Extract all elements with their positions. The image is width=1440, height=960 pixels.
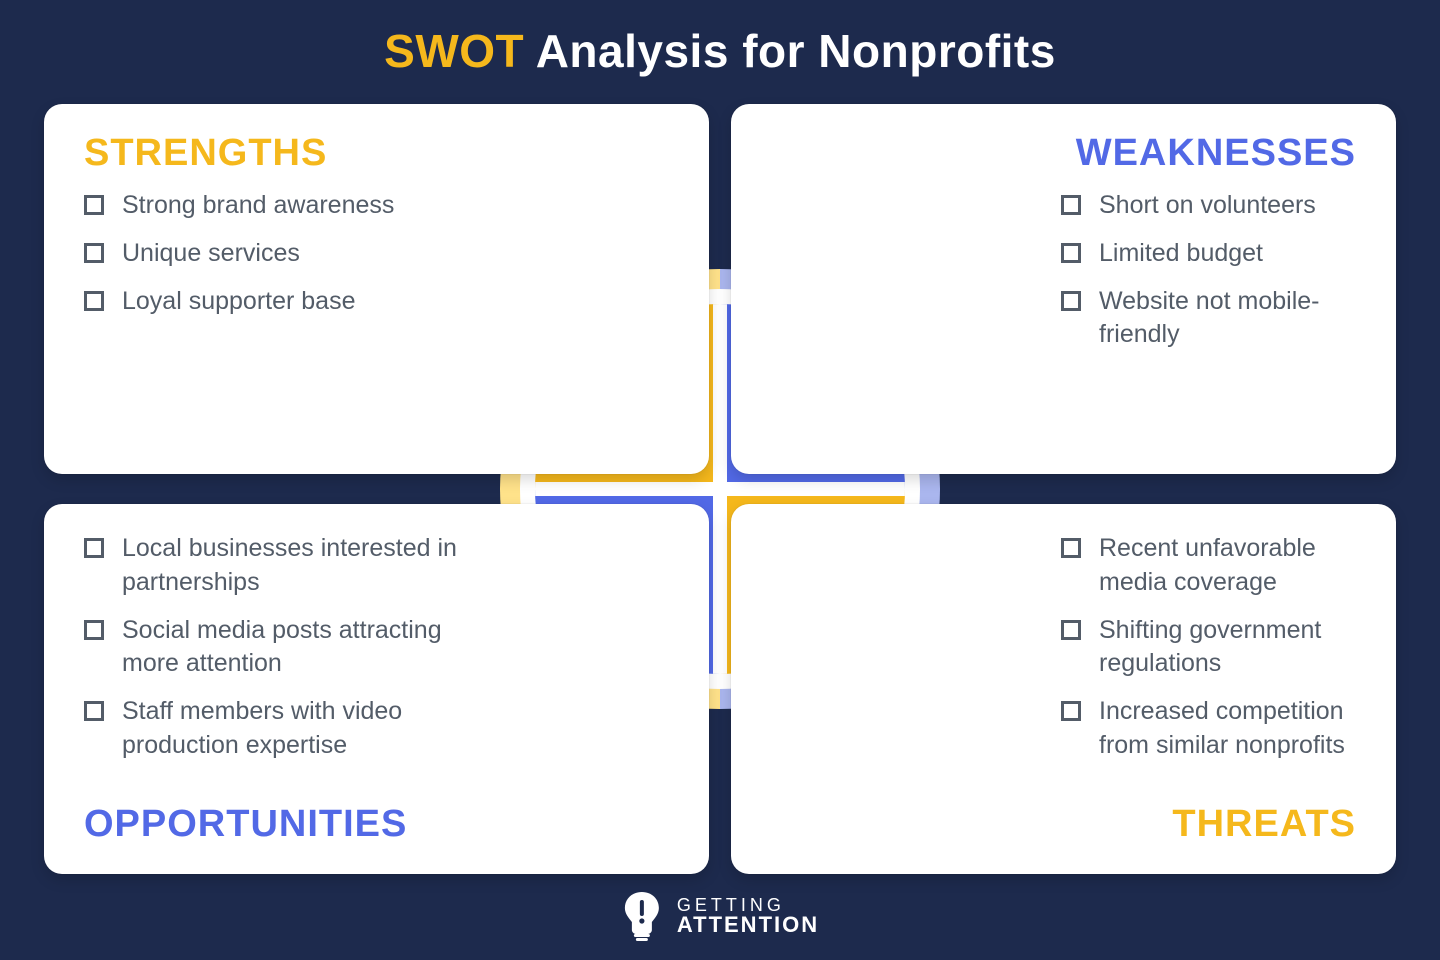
checkbox-icon: [84, 538, 104, 558]
item-text: Strong brand awareness: [122, 189, 394, 223]
list-item: Unique services: [84, 237, 669, 271]
card-opportunities: OPPORTUNITIES Local businesses intereste…: [44, 504, 709, 874]
checkbox-icon: [1061, 701, 1081, 721]
title-accent: SWOT: [384, 25, 524, 77]
checkbox-icon: [84, 701, 104, 721]
item-text: Shifting government regulations: [1099, 614, 1356, 682]
divider-horizontal: [535, 482, 905, 496]
checkbox-icon: [1061, 291, 1081, 311]
checkbox-icon: [1061, 195, 1081, 215]
list-opportunities: Local businesses interested in partnersh…: [84, 532, 669, 777]
checkbox-icon: [84, 195, 104, 215]
heading-strengths: STRENGTHS: [84, 132, 669, 175]
checkbox-icon: [1061, 243, 1081, 263]
item-text: Short on volunteers: [1099, 189, 1316, 223]
list-threats: Recent unfavorable media coverage Shifti…: [1061, 532, 1356, 777]
checkbox-icon: [84, 291, 104, 311]
list-item: Recent unfavorable media coverage: [1061, 532, 1356, 600]
list-item: Strong brand awareness: [84, 189, 669, 223]
page-title: SWOT Analysis for Nonprofits: [0, 0, 1440, 78]
card-strengths: STRENGTHS Strong brand awareness Unique …: [44, 104, 709, 474]
brand-text: GETTING ATTENTION: [677, 896, 819, 936]
card-threats: THREATS Recent unfavorable media coverag…: [731, 504, 1396, 874]
heading-weaknesses: WEAKNESSES: [771, 132, 1356, 175]
title-rest: Analysis for Nonprofits: [524, 25, 1056, 77]
swot-stage: S W O T STRENGTHS Strong brand awareness…: [44, 104, 1396, 874]
list-item: Increased competition from similar nonpr…: [1061, 695, 1356, 763]
checkbox-icon: [84, 620, 104, 640]
checkbox-icon: [84, 243, 104, 263]
list-item: Local businesses interested in partnersh…: [84, 532, 669, 600]
item-text: Website not mobile-friendly: [1099, 285, 1356, 353]
item-text: Staff members with video production expe…: [122, 695, 482, 763]
checkbox-icon: [1061, 620, 1081, 640]
item-text: Limited budget: [1099, 237, 1263, 271]
item-text: Increased competition from similar nonpr…: [1099, 695, 1356, 763]
list-item: Short on volunteers: [1061, 189, 1356, 223]
heading-threats: THREATS: [771, 803, 1356, 846]
checkbox-icon: [1061, 538, 1081, 558]
list-weaknesses: Short on volunteers Limited budget Websi…: [1061, 189, 1356, 352]
list-item: Website not mobile-friendly: [1061, 285, 1356, 353]
brand-line2: ATTENTION: [677, 914, 819, 936]
card-weaknesses: WEAKNESSES Short on volunteers Limited b…: [731, 104, 1396, 474]
list-item: Limited budget: [1061, 237, 1356, 271]
list-item: Loyal supporter base: [84, 285, 669, 319]
list-item: Staff members with video production expe…: [84, 695, 669, 763]
divider-vertical: [713, 304, 727, 674]
list-strengths: Strong brand awareness Unique services L…: [84, 189, 669, 318]
heading-opportunities: OPPORTUNITIES: [84, 803, 669, 846]
item-text: Recent unfavorable media coverage: [1099, 532, 1356, 600]
list-item: Social media posts attracting more atten…: [84, 614, 669, 682]
item-text: Unique services: [122, 237, 300, 271]
item-text: Local businesses interested in partnersh…: [122, 532, 482, 600]
list-item: Shifting government regulations: [1061, 614, 1356, 682]
lightbulb-exclaim-icon: [621, 890, 663, 942]
item-text: Loyal supporter base: [122, 285, 355, 319]
item-text: Social media posts attracting more atten…: [122, 614, 482, 682]
brand-footer: GETTING ATTENTION: [621, 890, 819, 942]
